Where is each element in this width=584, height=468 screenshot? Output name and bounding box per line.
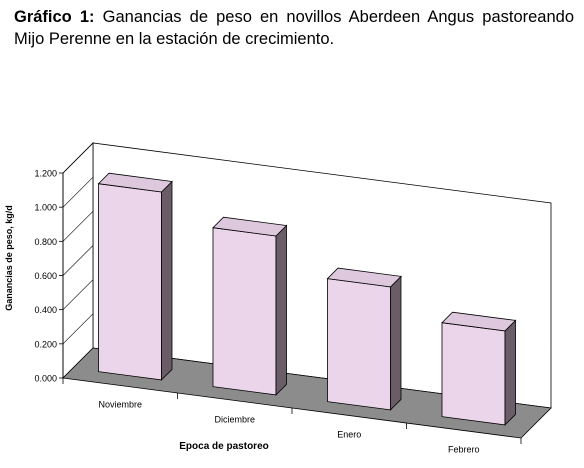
y-wall-line xyxy=(62,211,94,242)
y-tick-label: 1.200 xyxy=(34,169,57,179)
y-tick-label: 0.600 xyxy=(34,271,57,281)
chart-title-lead: Gráfico 1: xyxy=(14,8,95,26)
bar-side xyxy=(161,180,173,381)
bar xyxy=(441,322,506,426)
bar-top xyxy=(326,267,402,288)
bar xyxy=(212,227,277,396)
y-wall-line xyxy=(62,142,94,174)
x-axis-label: Epoca de pastoreo xyxy=(179,441,268,452)
chart-bars xyxy=(97,172,517,426)
y-tick-label: 1.000 xyxy=(34,203,57,213)
bar xyxy=(327,278,391,411)
y-wall-line xyxy=(62,176,94,208)
y-tick-label: 0.200 xyxy=(34,339,57,349)
bar-top xyxy=(97,172,173,193)
bar-side xyxy=(275,224,287,396)
chart-title: Gráfico 1: Ganancias de peso en novillos… xyxy=(14,6,574,50)
chart-floor xyxy=(62,347,552,439)
x-tick-label: Diciembre xyxy=(214,415,255,425)
x-tick-label: Febrero xyxy=(448,445,480,455)
y-wall-line xyxy=(62,245,94,276)
bar xyxy=(98,183,162,381)
y-tick-label: 0.000 xyxy=(34,374,57,384)
x-tick-label: Enero xyxy=(337,430,361,440)
bar-top xyxy=(212,216,288,237)
bar-side xyxy=(504,319,516,426)
x-tick-label: Noviembre xyxy=(98,400,142,410)
chart-title-text: Ganancias de peso en novillos Aberdeen A… xyxy=(14,8,575,48)
y-tick-label: 0.400 xyxy=(34,305,57,315)
y-wall-line xyxy=(62,279,94,310)
y-wall-line xyxy=(62,313,94,345)
chart-labels: 0.000 0.200 0.400 0.600 0.800 1.000 1.200 Novie… xyxy=(4,169,480,455)
bar-top xyxy=(441,311,517,332)
y-axis-label: Ganancias de peso, kg/d xyxy=(4,205,14,311)
chart-floor-plane xyxy=(62,347,552,439)
chart-axes xyxy=(59,142,522,444)
bar-side xyxy=(390,275,402,411)
y-tick-label: 0.800 xyxy=(34,237,57,247)
